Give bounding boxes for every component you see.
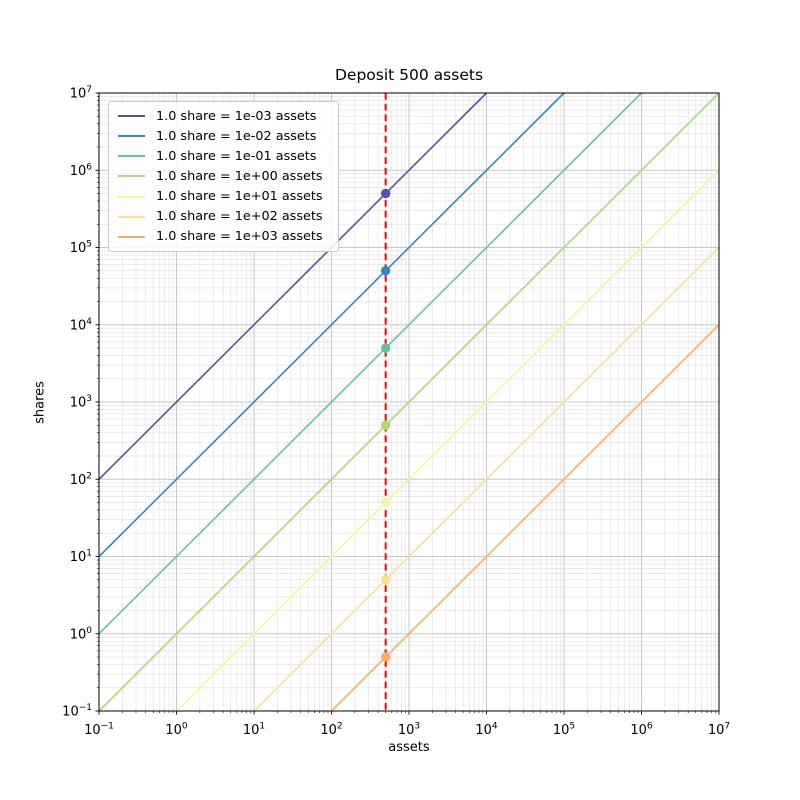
axis-ticks — [95, 92, 720, 715]
y-tick-label: 101 — [70, 549, 92, 566]
x-tick-label: 107 — [708, 722, 730, 739]
marker-0.01 — [380, 266, 391, 276]
series-line-0.1 — [98, 92, 643, 635]
marker-1000 — [380, 652, 391, 662]
marker-0.001 — [380, 188, 391, 199]
x-tick-label: 102 — [320, 722, 342, 739]
y-tick-label: 10−1 — [62, 703, 92, 720]
y-tick-label: 104 — [70, 317, 93, 334]
legend-label: 1.0 share = 1e-03 assets — [156, 108, 317, 124]
y-tick-label: 103 — [70, 394, 92, 411]
legend-item: 1.0 share = 1e-01 assets — [109, 146, 338, 166]
marker-100 — [380, 575, 391, 585]
legend-label: 1.0 share = 1e+03 assets — [156, 229, 323, 245]
legend-line-swatch — [118, 215, 145, 218]
legend-line-swatch — [118, 175, 145, 178]
legend-item: 1.0 share = 1e+03 assets — [109, 227, 338, 247]
series-line-0.001 — [98, 92, 488, 480]
marker-1 — [380, 420, 391, 430]
x-tick-label: 106 — [630, 722, 653, 739]
legend-label: 1.0 share = 1e-01 assets — [156, 148, 317, 164]
legend-item: 1.0 share = 1e-02 assets — [109, 126, 338, 146]
legend-item: 1.0 share = 1e+00 assets — [109, 166, 338, 186]
legend-label: 1.0 share = 1e+01 assets — [156, 189, 323, 205]
x-tick-label: 10−1 — [84, 722, 114, 739]
series-line-100 — [253, 246, 720, 712]
legend-line-swatch — [118, 235, 145, 238]
legend-line-swatch — [118, 155, 145, 158]
x-tick-labels: 10−1 100 101 102 103 104 105 106 107 — [84, 722, 730, 739]
series-line-0.01 — [98, 92, 565, 558]
legend-item: 1.0 share = 1e-03 assets — [109, 106, 338, 126]
x-tick-label: 105 — [553, 722, 575, 739]
x-tick-label: 103 — [398, 722, 420, 739]
legend: 1.0 share = 1e-03 assets 1.0 share = 1e-0… — [108, 101, 339, 252]
y-tick-label: 107 — [70, 85, 92, 102]
marker-dots — [380, 188, 391, 662]
legend-item: 1.0 share = 1e+02 assets — [109, 207, 338, 227]
marker-10 — [380, 497, 391, 508]
y-tick-label: 100 — [70, 626, 93, 643]
y-tick-label: 105 — [70, 240, 92, 257]
x-tick-label: 101 — [243, 722, 265, 739]
legend-label: 1.0 share = 1e+02 assets — [156, 209, 323, 225]
y-tick-label: 102 — [70, 471, 92, 488]
legend-label: 1.0 share = 1e-02 assets — [156, 128, 317, 144]
legend-label: 1.0 share = 1e+00 assets — [156, 168, 323, 184]
x-tick-label: 100 — [165, 722, 188, 739]
series-lines — [98, 92, 720, 712]
y-tick-label: 106 — [70, 162, 93, 179]
legend-line-swatch — [118, 135, 145, 138]
series-line-1000 — [330, 324, 720, 712]
x-tick-label: 104 — [475, 722, 498, 739]
x-axis-label: assets — [388, 740, 430, 755]
legend-line-swatch — [118, 195, 145, 198]
series-line-1 — [98, 92, 720, 712]
series-line-10 — [175, 169, 720, 712]
marker-0.1 — [380, 343, 391, 353]
chart-title: Deposit 500 assets — [334, 66, 484, 84]
legend-item: 1.0 share = 1e+01 assets — [109, 187, 338, 207]
legend-line-swatch — [118, 115, 145, 118]
y-tick-labels: 10−1 100 101 102 103 104 105 106 107 — [62, 85, 92, 720]
